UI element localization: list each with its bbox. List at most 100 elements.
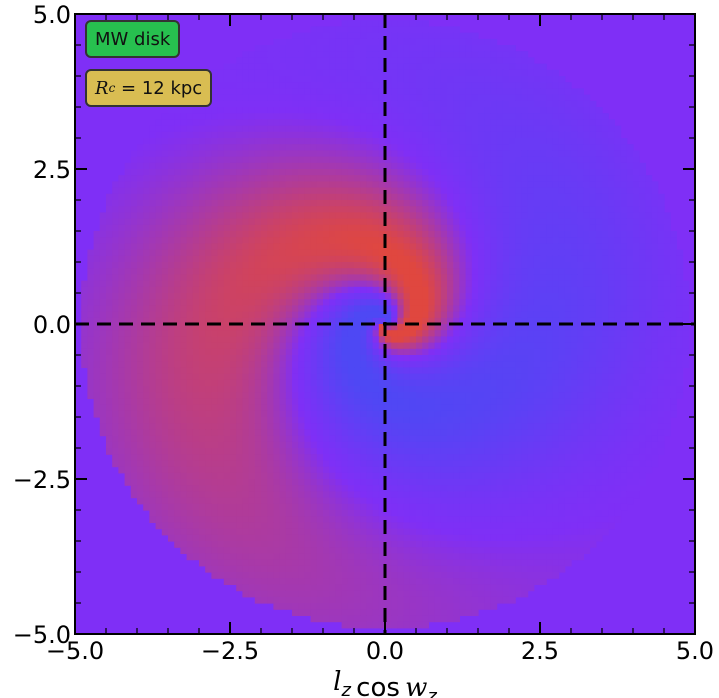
heatmap-cell	[515, 274, 522, 282]
heatmap-cell	[403, 63, 411, 71]
heatmap-cell	[347, 299, 355, 306]
heatmap-cell	[533, 342, 541, 350]
heatmap-cell	[273, 200, 281, 207]
heatmap-cell	[385, 262, 392, 269]
heatmap-cell	[527, 249, 535, 257]
heatmap-cell	[564, 144, 572, 151]
heatmap-cell	[174, 224, 181, 232]
heatmap-cell	[478, 286, 485, 294]
heatmap-cell	[602, 355, 609, 362]
heatmap-cell	[571, 193, 578, 201]
heatmap-cell	[496, 63, 504, 71]
heatmap-cell	[397, 38, 405, 46]
heatmap-cell	[639, 330, 646, 337]
heatmap-cell	[137, 237, 144, 244]
heatmap-cell	[236, 379, 243, 387]
heatmap-cell	[372, 82, 380, 89]
heatmap-cell	[168, 138, 175, 145]
heatmap-cell	[211, 342, 219, 350]
heatmap-cell	[267, 255, 274, 263]
heatmap-cell	[527, 88, 535, 96]
heatmap-cell	[657, 224, 665, 232]
heatmap-cell	[192, 200, 200, 207]
heatmap-cell	[484, 38, 491, 46]
heatmap-cell	[143, 280, 150, 288]
heatmap-cell	[310, 88, 318, 96]
heatmap-cell	[347, 119, 355, 127]
heatmap-cell	[502, 63, 510, 71]
heatmap-cell	[484, 218, 491, 226]
heatmap-cell	[254, 100, 262, 108]
heatmap-cell	[484, 125, 491, 133]
heatmap-cell	[471, 268, 479, 275]
heatmap-cell	[626, 367, 634, 375]
heatmap-cell	[310, 119, 318, 127]
heatmap-cell	[217, 398, 225, 406]
heatmap-cell	[261, 107, 268, 114]
heatmap-cell	[478, 76, 485, 83]
heatmap-cell	[248, 113, 256, 120]
heatmap-cell	[478, 293, 485, 300]
heatmap-cell	[397, 82, 405, 89]
heatmap-cell	[93, 367, 101, 375]
heatmap-cell	[174, 249, 181, 257]
heatmap-cell	[273, 249, 281, 257]
heatmap-cell	[540, 200, 547, 207]
heatmap-cell	[434, 131, 442, 139]
heatmap-cell	[329, 386, 336, 393]
heatmap-cell	[571, 286, 578, 294]
heatmap-cell	[335, 181, 343, 189]
heatmap-cell	[323, 26, 330, 34]
heatmap-cell	[230, 262, 237, 269]
heatmap-cell	[546, 187, 553, 195]
heatmap-cell	[496, 336, 504, 344]
heatmap-cell	[422, 20, 429, 27]
heatmap-cell	[614, 262, 622, 269]
heatmap-cell	[180, 286, 188, 294]
heatmap-cell	[180, 156, 188, 164]
heatmap-cell	[490, 76, 498, 83]
heatmap-cell	[608, 262, 615, 269]
heatmap-cell	[223, 69, 231, 77]
heatmap-cell	[434, 107, 442, 114]
heatmap-cell	[329, 249, 336, 257]
heatmap-cell	[602, 373, 609, 381]
heatmap-cell	[540, 317, 547, 325]
heatmap-cell	[292, 138, 299, 145]
heatmap-cell	[186, 212, 194, 220]
heatmap-cell	[155, 150, 163, 158]
heatmap-cell	[496, 392, 504, 399]
heatmap-cell	[310, 274, 318, 282]
heatmap-cell	[341, 348, 349, 356]
heatmap-cell	[223, 280, 231, 288]
heatmap-cell	[639, 212, 646, 220]
heatmap-cell	[329, 150, 336, 158]
heatmap-cell	[509, 392, 516, 399]
heatmap-cell	[143, 286, 150, 294]
heatmap-cell	[626, 268, 634, 275]
heatmap-cell	[279, 94, 287, 102]
heatmap-cell	[298, 169, 305, 176]
heatmap-cell	[595, 330, 603, 337]
heatmap-cell	[459, 162, 467, 170]
heatmap-cell	[285, 107, 293, 114]
heatmap-cell	[515, 76, 522, 83]
heatmap-cell	[595, 243, 603, 251]
heatmap-cell	[298, 398, 305, 406]
heatmap-cell	[335, 119, 343, 127]
heatmap-cell	[223, 212, 231, 220]
heatmap-cell	[465, 38, 473, 46]
heatmap-cell	[440, 57, 448, 65]
heatmap-cell	[403, 107, 411, 114]
heatmap-cell	[614, 231, 622, 238]
heatmap-cell	[304, 243, 312, 251]
heatmap-cell	[496, 367, 504, 375]
heatmap-cell	[378, 305, 386, 313]
heatmap-cell	[161, 262, 169, 269]
heatmap-cell	[341, 379, 349, 387]
heatmap-cell	[329, 69, 336, 77]
heatmap-cell	[261, 348, 268, 356]
heatmap-cell	[509, 131, 516, 139]
heatmap-cell	[639, 293, 646, 300]
heatmap-cell	[416, 355, 423, 362]
